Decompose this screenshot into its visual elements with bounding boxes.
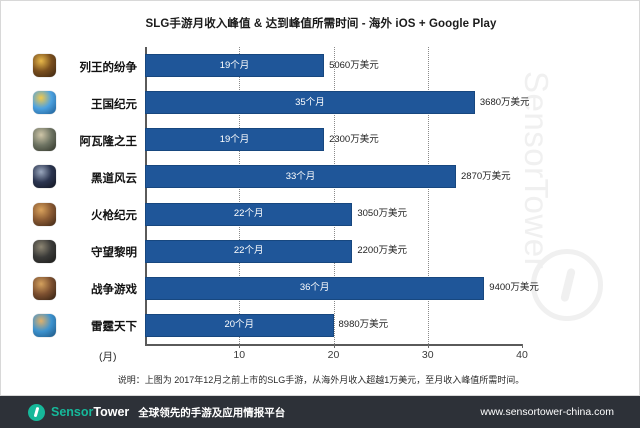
chart-footnote: 说明：上图为 2017年12月之前上市的SLG手游，从海外月收入超越1万美元，至… [117,375,525,385]
row-label: 王国纪元 [91,98,137,111]
row-label: 守望黎明 [91,247,137,260]
bar[interactable] [145,202,353,226]
x-axis-unit-label: (月) [99,351,117,363]
bar-duration-label: 19个月 [219,59,250,71]
bar-revenue-label: 2200万美元 [357,245,407,257]
x-axis-tick [239,344,241,348]
footer-bar: SensorTower 全球领先的手游及应用情报平台 www.sensortow… [0,396,640,428]
footer-tagline: 全球领先的手游及应用情报平台 [138,406,286,419]
row-label: 雷霆天下 [91,321,137,334]
x-axis-tick [333,344,335,348]
bar-revenue-label: 2870万美元 [461,170,511,182]
gridline [427,47,429,344]
footer-brand-first: Sensor [51,405,94,419]
gridline [239,47,241,344]
bar-duration-label: 20个月 [224,319,255,331]
x-axis-tick [427,344,429,348]
game-icon-game-of-war [33,276,56,300]
plot-area: 10 20 30 40 [145,47,528,361]
chart-card: SLG手游月收入峰值 & 达到峰值所需时间 - 海外 iOS + Google … [0,0,640,396]
bar[interactable] [145,313,334,337]
bar-duration-label: 35个月 [295,96,325,108]
watermark-logo-icon [531,249,603,321]
game-icon-king-of-avalon [33,128,56,152]
gridline [333,47,335,344]
sensortower-logo-icon [28,403,45,421]
row-label: 列王的纷争 [79,61,138,74]
footer-url[interactable]: www.sensortower-china.com [480,406,614,418]
x-axis-tick-label: 20 [327,349,340,361]
game-icon-mafia-city [33,165,56,189]
game-icon-guns-of-glory [33,202,56,226]
bar-duration-label: 19个月 [219,133,250,145]
bar[interactable] [145,276,485,300]
game-icon-last-shelter [33,239,56,263]
x-axis-tick-label: 10 [233,349,246,361]
bar-revenue-label: 9400万美元 [489,282,539,294]
page-title: SLG手游月收入峰值 & 达到峰值所需时间 - 海外 iOS + Google … [145,18,497,30]
game-icon-lords-mobile [33,91,56,115]
row-label: 火枪纪元 [91,210,137,223]
row-label: 战争游戏 [91,284,137,297]
x-axis-tick-label: 40 [516,349,528,361]
row-label: 黑道风云 [91,172,137,185]
bar-revenue-label: 8980万美元 [338,319,389,331]
footer-brand: SensorTower [51,405,129,419]
bar-duration-label: 33个月 [285,170,316,182]
bar-duration-label: 36个月 [299,282,330,294]
x-axis-tick-label: 30 [421,349,434,361]
y-axis-line [145,47,147,344]
bar-revenue-label: 2300万美元 [329,133,379,145]
bar[interactable] [145,128,325,152]
footer-brand-second: Tower [93,405,130,419]
bar[interactable] [145,165,457,189]
game-icon-clash-of-kings [33,54,56,78]
bar-revenue-label: 3050万美元 [357,208,407,220]
bar-revenue-label: 5060万美元 [329,59,379,71]
x-axis-tick [522,344,523,348]
bar-revenue-label: 3680万美元 [479,96,530,108]
row-label: 阿瓦隆之王 [79,135,138,148]
bar[interactable] [145,91,475,115]
bar-duration-label: 22个月 [233,208,264,220]
bar[interactable] [145,239,353,263]
game-icon-mobile-strike [33,313,56,337]
bar-duration-label: 22个月 [233,245,264,257]
bar[interactable] [145,54,325,78]
